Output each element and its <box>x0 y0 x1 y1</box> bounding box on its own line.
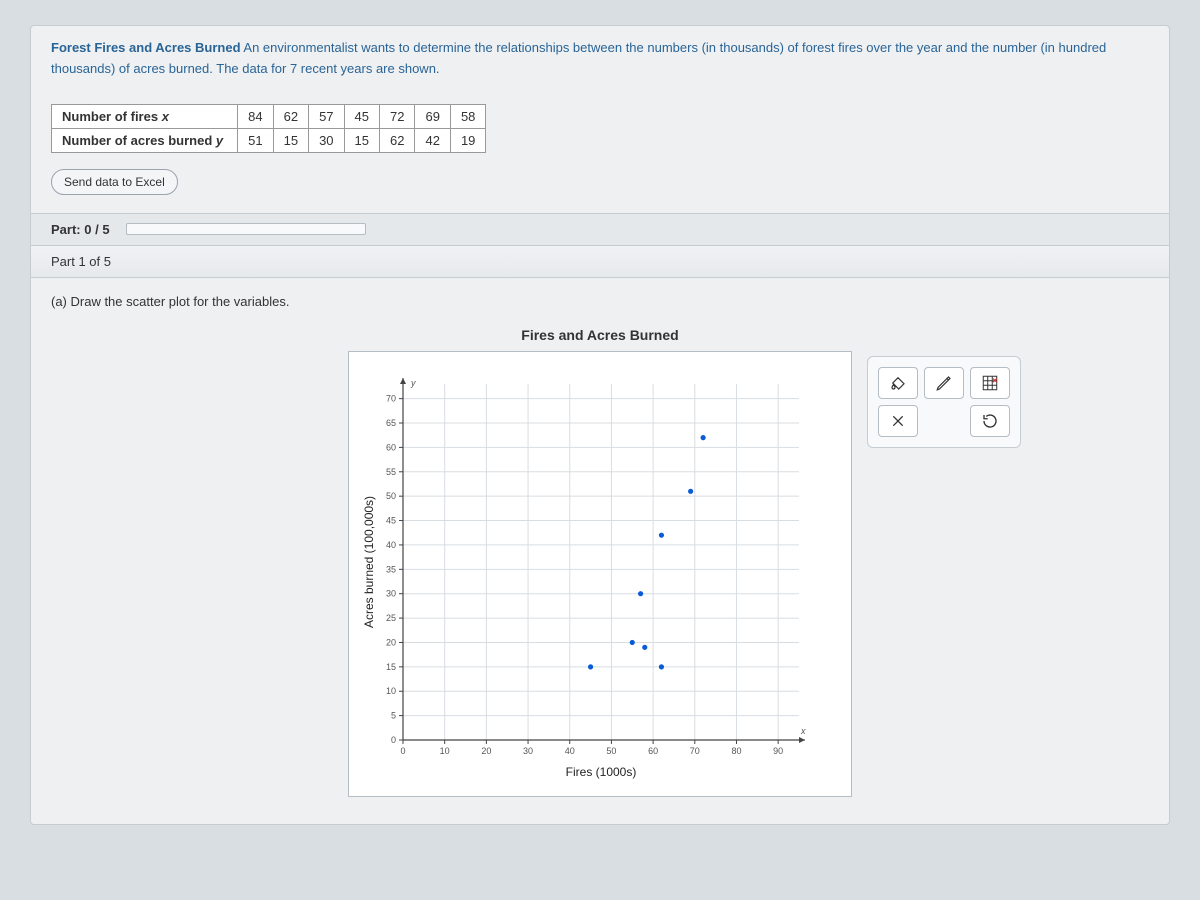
fill-tool-button[interactable] <box>878 367 918 399</box>
pencil-tool-button[interactable] <box>924 367 964 399</box>
table-cell: 72 <box>380 104 415 128</box>
reset-button[interactable] <box>970 405 1010 437</box>
pencil-icon <box>935 374 953 392</box>
problem-container: Forest Fires and Acres Burned An environ… <box>30 25 1170 825</box>
svg-text:40: 40 <box>386 540 396 550</box>
svg-text:35: 35 <box>386 564 396 574</box>
table-cell: 19 <box>450 128 485 152</box>
svg-text:0: 0 <box>391 735 396 745</box>
svg-text:60: 60 <box>386 442 396 452</box>
instruction-text: (a) Draw the scatter plot for the variab… <box>51 294 1149 309</box>
close-icon <box>890 413 906 429</box>
progress-track <box>126 223 366 235</box>
table-cell: 57 <box>309 104 344 128</box>
svg-text:0: 0 <box>400 746 405 756</box>
svg-text:x: x <box>800 726 806 736</box>
svg-text:70: 70 <box>690 746 700 756</box>
svg-text:25: 25 <box>386 613 396 623</box>
svg-text:30: 30 <box>523 746 533 756</box>
send-to-excel-button[interactable]: Send data to Excel <box>51 169 178 195</box>
svg-text:60: 60 <box>648 746 658 756</box>
chart-title: Fires and Acres Burned <box>51 327 1149 343</box>
chart-container: 0 10 20 30 40 50 60 70 80 90 0 5 10 15 20 25 30 35 40 45 50 5… <box>348 351 852 797</box>
svg-text:20: 20 <box>386 637 396 647</box>
table-cell: 58 <box>450 104 485 128</box>
svg-text:Fires (1000s): Fires (1000s) <box>566 765 637 779</box>
table-cell: 30 <box>309 128 344 152</box>
reset-icon <box>981 412 999 430</box>
part-body: (a) Draw the scatter plot for the variab… <box>31 278 1169 824</box>
svg-text:45: 45 <box>386 515 396 525</box>
delete-button[interactable] <box>878 405 918 437</box>
svg-text:10: 10 <box>440 746 450 756</box>
table-cell: 84 <box>238 104 273 128</box>
svg-text:10: 10 <box>386 686 396 696</box>
row2-header: Number of acres burned y <box>52 128 238 152</box>
table-row: Number of fires x 84 62 57 45 72 69 58 <box>52 104 486 128</box>
part-progress-bar: Part: 0 / 5 <box>31 213 1169 246</box>
svg-text:Acres burned (100,000s): Acres burned (100,000s) <box>362 496 376 628</box>
table-cell: 45 <box>344 104 379 128</box>
svg-text:50: 50 <box>386 491 396 501</box>
svg-text:50: 50 <box>606 746 616 756</box>
table-cell: 62 <box>273 104 308 128</box>
svg-text:15: 15 <box>386 661 396 671</box>
svg-text:40: 40 <box>565 746 575 756</box>
data-table: Number of fires x 84 62 57 45 72 69 58 N… <box>51 104 486 153</box>
table-cell: 15 <box>273 128 308 152</box>
svg-text:30: 30 <box>386 588 396 598</box>
table-cell: 42 <box>415 128 450 152</box>
table-row: Number of acres burned y 51 15 30 15 62 … <box>52 128 486 152</box>
svg-text:70: 70 <box>386 393 396 403</box>
table-cell: 51 <box>238 128 273 152</box>
svg-text:5: 5 <box>391 710 396 720</box>
table-cell: 62 <box>380 128 415 152</box>
svg-text:65: 65 <box>386 418 396 428</box>
svg-text:y: y <box>410 378 416 388</box>
paint-bucket-icon <box>888 374 908 392</box>
table-cell: 15 <box>344 128 379 152</box>
grid-tool-button[interactable] <box>970 367 1010 399</box>
table-cell: 69 <box>415 104 450 128</box>
svg-text:90: 90 <box>773 746 783 756</box>
subpart-bar: Part 1 of 5 <box>31 246 1169 278</box>
tool-panel <box>867 356 1021 448</box>
part-label: Part: 0 / 5 <box>51 222 110 237</box>
scatter-plot[interactable]: 0 10 20 30 40 50 60 70 80 90 0 5 10 15 20 25 30 35 40 45 50 5… <box>359 366 819 786</box>
svg-text:20: 20 <box>481 746 491 756</box>
chart-zone: Fires and Acres Burned 01020304050607080… <box>51 327 1149 800</box>
problem-header: Forest Fires and Acres Burned An environ… <box>31 26 1169 94</box>
grid-icon <box>981 374 999 392</box>
svg-text:80: 80 <box>731 746 741 756</box>
row1-header: Number of fires x <box>52 104 238 128</box>
svg-text:55: 55 <box>386 466 396 476</box>
problem-title: Forest Fires and Acres Burned <box>51 40 241 55</box>
